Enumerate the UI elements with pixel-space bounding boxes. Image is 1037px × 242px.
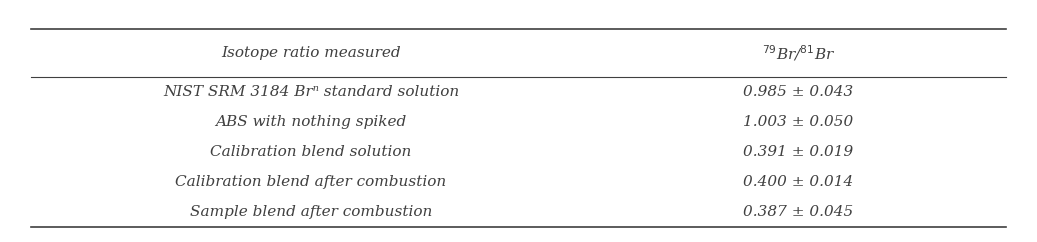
Text: $^{79}$Br/$^{81}$Br: $^{79}$Br/$^{81}$Br [762,43,835,63]
Text: Isotope ratio measured: Isotope ratio measured [221,46,401,60]
Text: ABS with nothing spiked: ABS with nothing spiked [216,115,407,129]
Text: 1.003 ± 0.050: 1.003 ± 0.050 [744,115,853,129]
Text: 0.985 ± 0.043: 0.985 ± 0.043 [744,85,853,99]
Text: Sample blend after combustion: Sample blend after combustion [190,205,432,219]
Text: NIST SRM 3184 Brⁿ standard solution: NIST SRM 3184 Brⁿ standard solution [163,85,459,99]
Text: 0.391 ± 0.019: 0.391 ± 0.019 [744,145,853,159]
Text: Calibration blend solution: Calibration blend solution [211,145,412,159]
Text: 0.400 ± 0.014: 0.400 ± 0.014 [744,175,853,189]
Text: 0.387 ± 0.045: 0.387 ± 0.045 [744,205,853,219]
Text: Calibration blend after combustion: Calibration blend after combustion [175,175,447,189]
